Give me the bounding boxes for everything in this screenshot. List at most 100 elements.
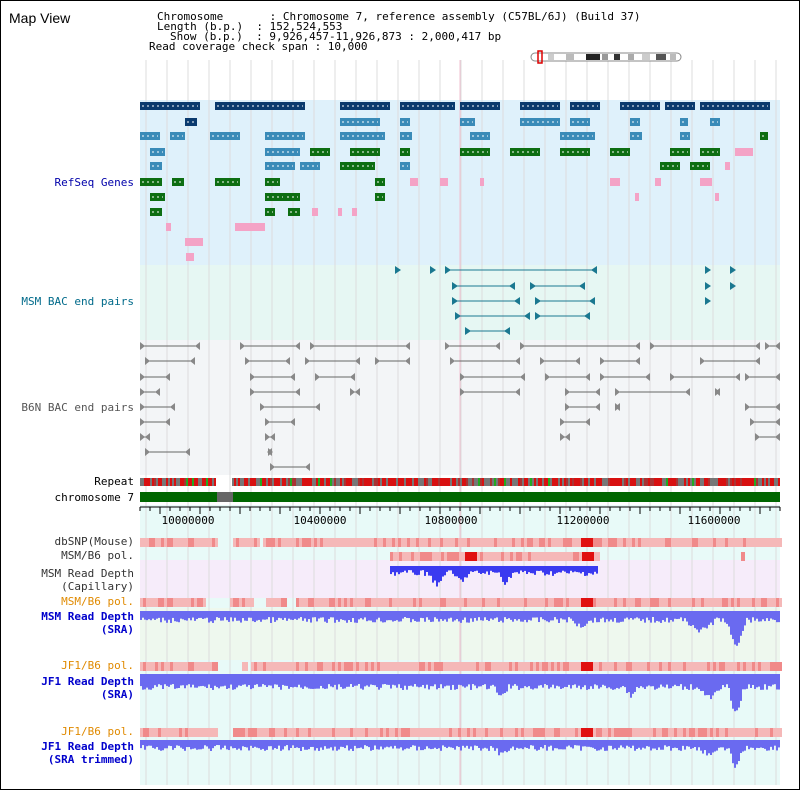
- read-depth-bar: [564, 566, 566, 572]
- polymorphism-cell: [161, 598, 164, 607]
- read-depth-bar: [462, 611, 464, 620]
- polymorphism-cell: [491, 538, 494, 547]
- bac-end-marker: [735, 373, 740, 381]
- bac-end-marker: [145, 448, 150, 456]
- read-depth-bar: [328, 674, 330, 685]
- bac-end-marker: [285, 357, 290, 365]
- polymorphism-cell: [374, 538, 377, 547]
- read-depth-bar: [314, 740, 316, 751]
- polymorphism-cell: [467, 598, 470, 607]
- read-depth-bar: [414, 566, 416, 575]
- read-depth-bar: [474, 611, 476, 618]
- polymorphism-cell: [776, 728, 779, 737]
- polymorphism-cell: [746, 728, 749, 737]
- polymorphism-cell: [155, 598, 158, 607]
- read-depth-bar: [144, 674, 146, 690]
- gene-feature: [300, 162, 320, 170]
- ideogram-band: [614, 54, 620, 60]
- polymorphism-cell: [473, 598, 476, 607]
- polymorphism-cell: [509, 538, 512, 547]
- read-depth-bar: [434, 740, 436, 748]
- polymorphism-cell: [344, 662, 347, 671]
- read-depth-bar: [202, 740, 204, 749]
- polymorphism-cell: [494, 728, 497, 737]
- read-depth-bar: [346, 611, 348, 623]
- repeat-segment: [168, 478, 170, 486]
- read-depth-bar: [734, 674, 736, 712]
- polymorphism-cell: [488, 728, 491, 737]
- polymorphism-cell: [338, 662, 341, 671]
- bac-end-marker: [775, 433, 780, 441]
- read-depth-bar: [188, 674, 190, 685]
- polymorphism-cell: [704, 598, 707, 607]
- polymorphism-cell: [377, 538, 380, 547]
- repeat-segment: [678, 478, 680, 486]
- polymorphism-cell: [173, 538, 176, 547]
- polymorphism-cell: [755, 598, 758, 607]
- read-depth-bar: [360, 740, 362, 748]
- polymorphism-cell: [575, 598, 578, 607]
- polymorphism-cell: [194, 598, 197, 607]
- read-depth-bar: [434, 611, 436, 618]
- polymorphism-cell: [495, 552, 498, 561]
- polymorphism-cell: [203, 598, 206, 607]
- bac-end-marker: [705, 266, 711, 274]
- repeat-segment: [666, 478, 668, 486]
- polymorphism-cell: [734, 728, 737, 737]
- repeat-segment: [638, 478, 640, 486]
- polymorphism-cell: [461, 728, 464, 737]
- bac-end-marker: [775, 342, 780, 350]
- polymorphism-cell: [728, 662, 731, 671]
- read-depth-bar: [662, 674, 664, 687]
- polymorphism-cell: [668, 538, 671, 547]
- read-depth-bar: [638, 740, 640, 748]
- read-depth-bar: [668, 740, 670, 747]
- polymorphism-cell: [281, 538, 284, 547]
- read-depth-bar: [608, 740, 610, 746]
- polymorphism-cell: [539, 538, 542, 547]
- read-depth-bar: [624, 740, 626, 749]
- read-depth-bar: [226, 611, 228, 621]
- bac-end-marker: [585, 373, 590, 381]
- read-depth-bar: [152, 740, 154, 748]
- read-depth-bar: [480, 674, 482, 687]
- polymorphism-cell: [503, 728, 506, 737]
- read-depth-bar: [774, 740, 776, 746]
- read-depth-bar: [674, 611, 676, 619]
- polymorphism-cell: [473, 662, 476, 671]
- polymorphism-cell: [425, 662, 428, 671]
- polymorphism-cell: [491, 728, 494, 737]
- polymorphism-cell: [140, 662, 143, 671]
- bac-end-marker: [140, 403, 145, 411]
- read-depth-bar: [562, 674, 564, 689]
- repeat-segment: [238, 478, 240, 486]
- polymorphism-cell: [464, 662, 467, 671]
- read-depth-bar: [200, 740, 202, 750]
- polymorphism-cell: [419, 538, 422, 547]
- read-depth-bar: [670, 740, 672, 751]
- read-depth-bar: [174, 740, 176, 749]
- repeat-segment: [618, 478, 620, 486]
- polymorphism-cell: [437, 728, 440, 737]
- polymorphism-cell: [209, 538, 212, 547]
- read-depth-bar: [754, 740, 756, 750]
- header-chromosome: Chromosome : Chromosome 7, reference ass…: [157, 10, 641, 23]
- read-depth-bar: [510, 566, 512, 578]
- read-depth-bar: [672, 674, 674, 687]
- bac-end-marker: [775, 403, 780, 411]
- read-depth-bar: [600, 611, 602, 619]
- read-depth-bar: [188, 611, 190, 619]
- read-depth-bar: [372, 740, 374, 750]
- read-depth-bar: [288, 674, 290, 689]
- read-depth-bar: [380, 611, 382, 622]
- polymorphism-cell: [731, 598, 734, 607]
- polymorphism-cell: [650, 662, 653, 671]
- read-depth-bar: [436, 566, 438, 587]
- read-depth-bar: [496, 566, 498, 573]
- repeat-segment: [304, 478, 306, 486]
- read-depth-bar: [556, 674, 558, 686]
- read-depth-bar: [666, 611, 668, 618]
- polymorphism-cell: [407, 728, 410, 737]
- read-depth-bar: [258, 740, 260, 749]
